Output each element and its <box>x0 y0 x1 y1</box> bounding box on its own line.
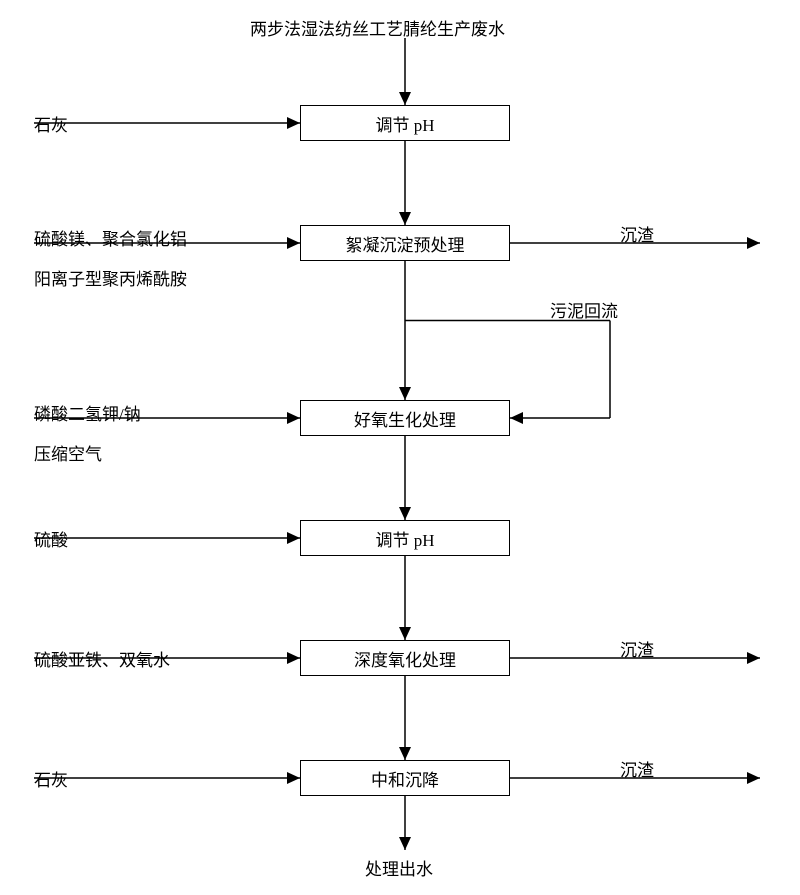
bottom-output-label: 处理出水 <box>365 855 433 880</box>
right-output-1: 沉渣 <box>620 636 654 661</box>
right-output-0: 沉渣 <box>620 221 654 246</box>
top-input-label: 两步法湿法纺丝工艺腈纶生产废水 <box>250 15 505 40</box>
right-output-2: 沉渣 <box>620 756 654 781</box>
process-box-b6: 中和沉降 <box>300 760 510 796</box>
left-input-2-0: 磷酸二氢钾/钠 <box>34 400 141 425</box>
feedback-label: 污泥回流 <box>550 297 618 322</box>
process-box-b1: 调节 pH <box>300 105 510 141</box>
left-input-0-0: 石灰 <box>34 111 68 136</box>
left-input-4-0: 硫酸亚铁、双氧水 <box>34 646 170 671</box>
left-input-5-0: 石灰 <box>34 766 68 791</box>
left-input-3-0: 硫酸 <box>34 526 68 551</box>
left-input-2-1: 压缩空气 <box>34 440 102 465</box>
process-box-b3: 好氧生化处理 <box>300 400 510 436</box>
left-input-1-1: 阳离子型聚丙烯酰胺 <box>34 265 187 290</box>
left-input-1-0: 硫酸镁、聚合氯化铝 <box>34 225 187 250</box>
process-box-b5: 深度氧化处理 <box>300 640 510 676</box>
process-box-b2: 絮凝沉淀预处理 <box>300 225 510 261</box>
process-box-b4: 调节 pH <box>300 520 510 556</box>
